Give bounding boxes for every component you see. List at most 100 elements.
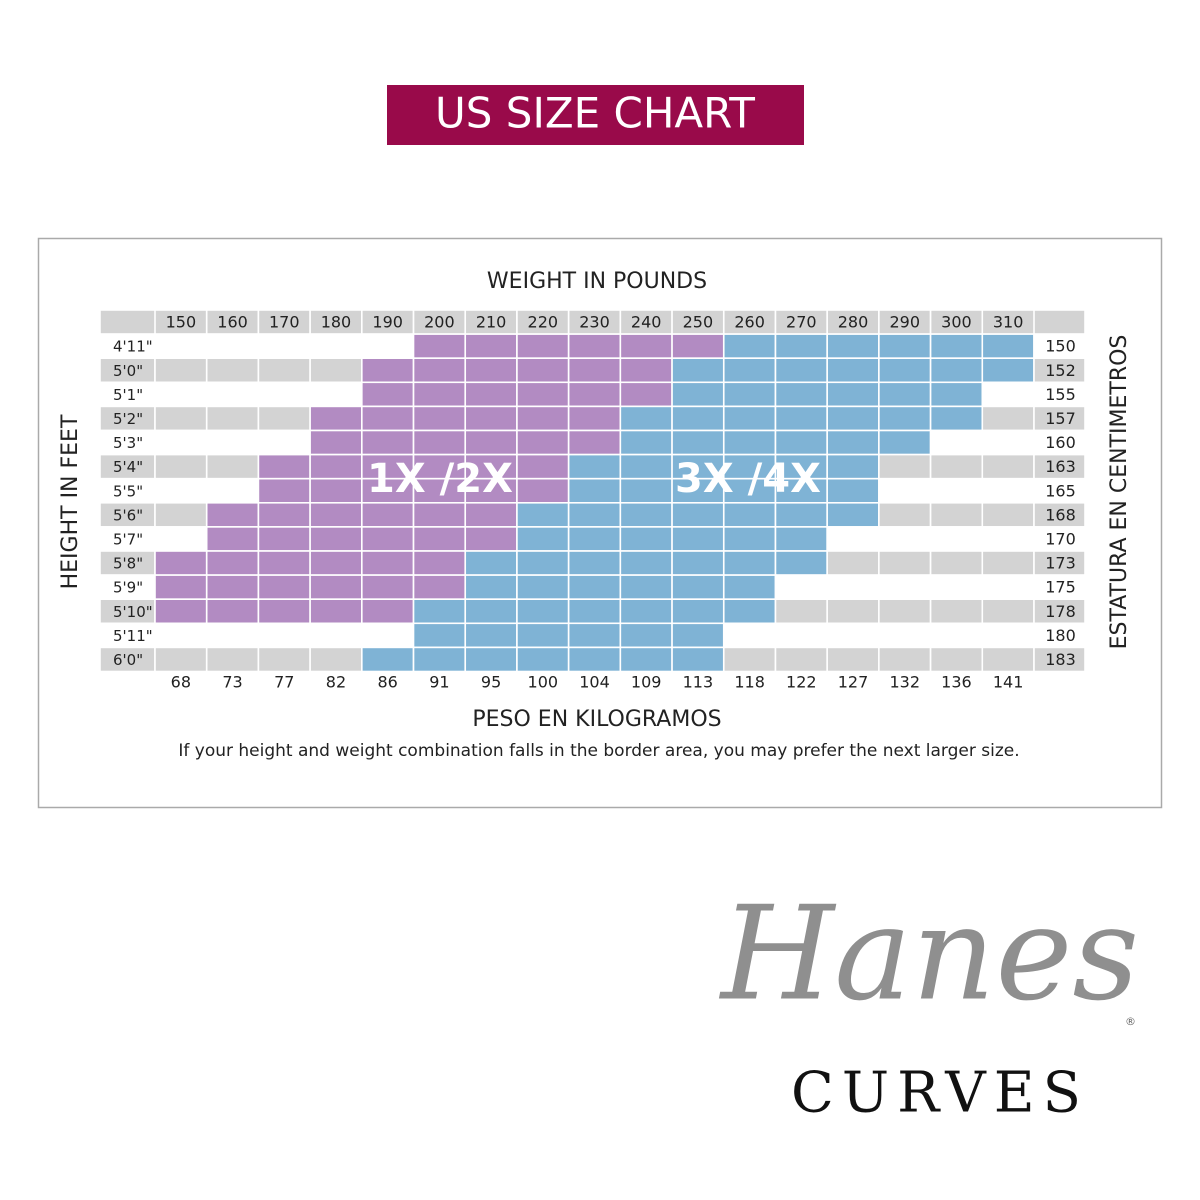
empty-cell bbox=[929, 429, 984, 456]
height-label: 5'8" bbox=[113, 555, 143, 573]
empty-cell bbox=[361, 622, 415, 649]
row-label-cell bbox=[99, 333, 156, 360]
row-label-cell bbox=[99, 501, 156, 528]
empty-cell bbox=[929, 477, 984, 504]
empty-cell bbox=[981, 574, 1035, 600]
size-cell bbox=[774, 453, 828, 480]
empty-cell bbox=[205, 357, 260, 384]
size-cell bbox=[464, 622, 518, 649]
height-label: 5'10" bbox=[113, 603, 153, 621]
kilogram-label: 68 bbox=[171, 673, 191, 692]
cm-cell bbox=[1033, 598, 1086, 625]
kilogram-label: 113 bbox=[683, 673, 714, 692]
row-label-cell bbox=[99, 622, 156, 649]
size-cell bbox=[309, 574, 363, 600]
empty-cell bbox=[205, 453, 260, 480]
row-label-cell bbox=[99, 550, 156, 576]
height-label: 5'3" bbox=[113, 434, 143, 452]
size-cell bbox=[671, 501, 725, 528]
cm-label: 163 bbox=[1045, 457, 1076, 476]
size-cell bbox=[929, 333, 984, 360]
size-cell bbox=[619, 453, 673, 480]
height-label: 5'11" bbox=[113, 627, 153, 645]
size-cell bbox=[361, 646, 415, 673]
empty-cell bbox=[826, 574, 880, 600]
pound-label: 250 bbox=[683, 313, 714, 332]
size-cell bbox=[722, 333, 777, 360]
pound-label: 230 bbox=[579, 313, 610, 332]
empty-cell bbox=[205, 333, 260, 360]
empty-cell bbox=[257, 381, 311, 408]
size-cell bbox=[361, 405, 415, 432]
empty-cell bbox=[309, 646, 363, 673]
size-cell bbox=[981, 333, 1035, 360]
cm-cell bbox=[1033, 550, 1086, 576]
size-cell bbox=[516, 477, 570, 504]
size-cell bbox=[205, 501, 260, 528]
size-cell bbox=[929, 381, 984, 408]
size-cell bbox=[567, 429, 622, 456]
size-cell bbox=[309, 453, 363, 480]
size-cell bbox=[929, 357, 984, 384]
size-cell bbox=[464, 357, 518, 384]
pound-label: 270 bbox=[786, 313, 817, 332]
empty-cell bbox=[826, 526, 880, 552]
empty-cell bbox=[826, 598, 880, 625]
size-cell bbox=[412, 646, 467, 673]
empty-cell bbox=[154, 357, 208, 384]
empty-cell bbox=[154, 381, 208, 408]
size-cell bbox=[671, 405, 725, 432]
size-cell bbox=[826, 357, 880, 384]
x-title: WEIGHT IN POUNDS bbox=[487, 269, 707, 294]
size-cell bbox=[309, 598, 363, 625]
size-cell bbox=[774, 501, 828, 528]
empty-cell bbox=[878, 646, 932, 673]
pound-label: 170 bbox=[269, 313, 300, 332]
size-cell bbox=[722, 501, 777, 528]
cm-cell bbox=[1033, 405, 1086, 432]
pound-label: 240 bbox=[631, 313, 662, 332]
size-cell bbox=[257, 526, 311, 552]
empty-cell bbox=[981, 526, 1035, 552]
size-cell bbox=[619, 550, 673, 576]
size-cell bbox=[826, 381, 880, 408]
size-cell bbox=[671, 622, 725, 649]
empty-cell bbox=[154, 526, 208, 552]
kilogram-label: 141 bbox=[993, 673, 1024, 692]
size-cell bbox=[309, 526, 363, 552]
empty-cell bbox=[774, 598, 828, 625]
size-cell bbox=[154, 550, 208, 576]
pound-label: 200 bbox=[424, 313, 455, 332]
empty-cell bbox=[774, 574, 828, 600]
empty-cell bbox=[154, 622, 208, 649]
empty-cell bbox=[257, 622, 311, 649]
kilogram-label: 100 bbox=[528, 673, 559, 692]
size-cell bbox=[567, 453, 622, 480]
size-cell bbox=[361, 357, 415, 384]
cm-label: 173 bbox=[1045, 554, 1076, 573]
pound-label: 280 bbox=[838, 313, 869, 332]
size-cell bbox=[826, 477, 880, 504]
zone-label: 1X /2X bbox=[367, 456, 513, 502]
empty-cell bbox=[981, 405, 1035, 432]
size-cell bbox=[567, 501, 622, 528]
empty-cell bbox=[981, 598, 1035, 625]
size-cell bbox=[309, 405, 363, 432]
empty-cell bbox=[774, 646, 828, 673]
header-cell bbox=[412, 309, 467, 335]
empty-cell bbox=[154, 477, 208, 504]
size-cell bbox=[878, 405, 932, 432]
cm-label: 180 bbox=[1045, 626, 1076, 645]
size-cell bbox=[257, 453, 311, 480]
size-cell bbox=[516, 574, 570, 600]
size-cell bbox=[154, 598, 208, 625]
size-cell bbox=[671, 550, 725, 576]
kilogram-label: 132 bbox=[889, 673, 920, 692]
pound-label: 300 bbox=[941, 313, 972, 332]
size-cell bbox=[412, 598, 467, 625]
empty-cell bbox=[154, 405, 208, 432]
empty-cell bbox=[878, 453, 932, 480]
size-cell bbox=[257, 501, 311, 528]
size-cell bbox=[361, 429, 415, 456]
height-label: 5'9" bbox=[113, 579, 143, 597]
